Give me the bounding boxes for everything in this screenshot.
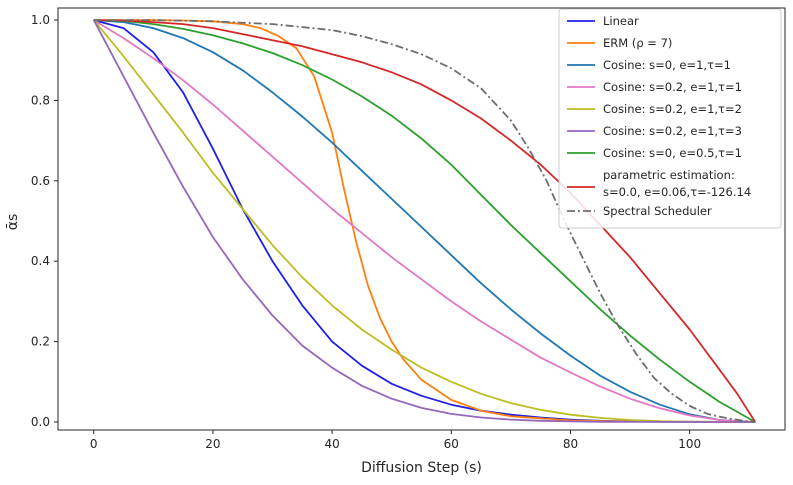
legend-label: ERM (ρ = 7) [603, 36, 672, 50]
x-tick-label: 60 [444, 437, 459, 451]
series-line [93, 19, 756, 423]
y-tick-label: 1.0 [31, 13, 50, 27]
y-tick-label: 0.2 [31, 335, 50, 349]
series-line [93, 19, 756, 423]
legend-box [558, 8, 782, 229]
y-axis-ticks: 0.0 0.2 0.4 0.6 0.8 1.0 [31, 13, 58, 429]
x-axis-ticks: 0 20 40 60 80 100 [90, 430, 701, 451]
series-line [93, 19, 756, 423]
x-tick-label: 40 [324, 437, 339, 451]
legend-label: Cosine: s=0.2, e=1,τ=3 [603, 124, 742, 138]
legend: Linear ERM (ρ = 7) Cosine: s=0, e=1,τ=1 Cos… [558, 8, 782, 229]
series-line [93, 19, 756, 423]
legend-label: Linear [603, 14, 639, 28]
y-tick-label: 0.6 [31, 174, 50, 188]
legend-label: Spectral Scheduler [603, 204, 712, 218]
y-axis-label: ᾱs [5, 214, 21, 231]
legend-label: Cosine: s=0, e=0.5,τ=1 [603, 146, 742, 160]
legend-label: s=0.0, e=0.06,τ=-126.14 [603, 185, 751, 199]
plot-lines [93, 19, 756, 423]
series-line [93, 19, 756, 423]
x-tick-label: 20 [205, 437, 220, 451]
x-tick-label: 80 [563, 437, 578, 451]
legend-label: Cosine: s=0.2, e=1,τ=1 [603, 80, 742, 94]
axes-frame [57, 7, 786, 431]
series-line [93, 19, 756, 423]
x-tick-label: 100 [678, 437, 701, 451]
series-line [93, 19, 756, 423]
legend-label: parametric estimation: [603, 168, 735, 182]
y-tick-label: 0.8 [31, 93, 50, 107]
y-tick-label: 0.0 [31, 415, 50, 429]
x-axis-label: Diffusion Step (s) [361, 460, 482, 476]
legend-label: Cosine: s=0.2, e=1,τ=2 [603, 102, 742, 116]
legend-label: Cosine: s=0, e=1,τ=1 [603, 58, 731, 72]
y-tick-label: 0.4 [31, 254, 50, 268]
x-tick-label: 0 [90, 437, 98, 451]
